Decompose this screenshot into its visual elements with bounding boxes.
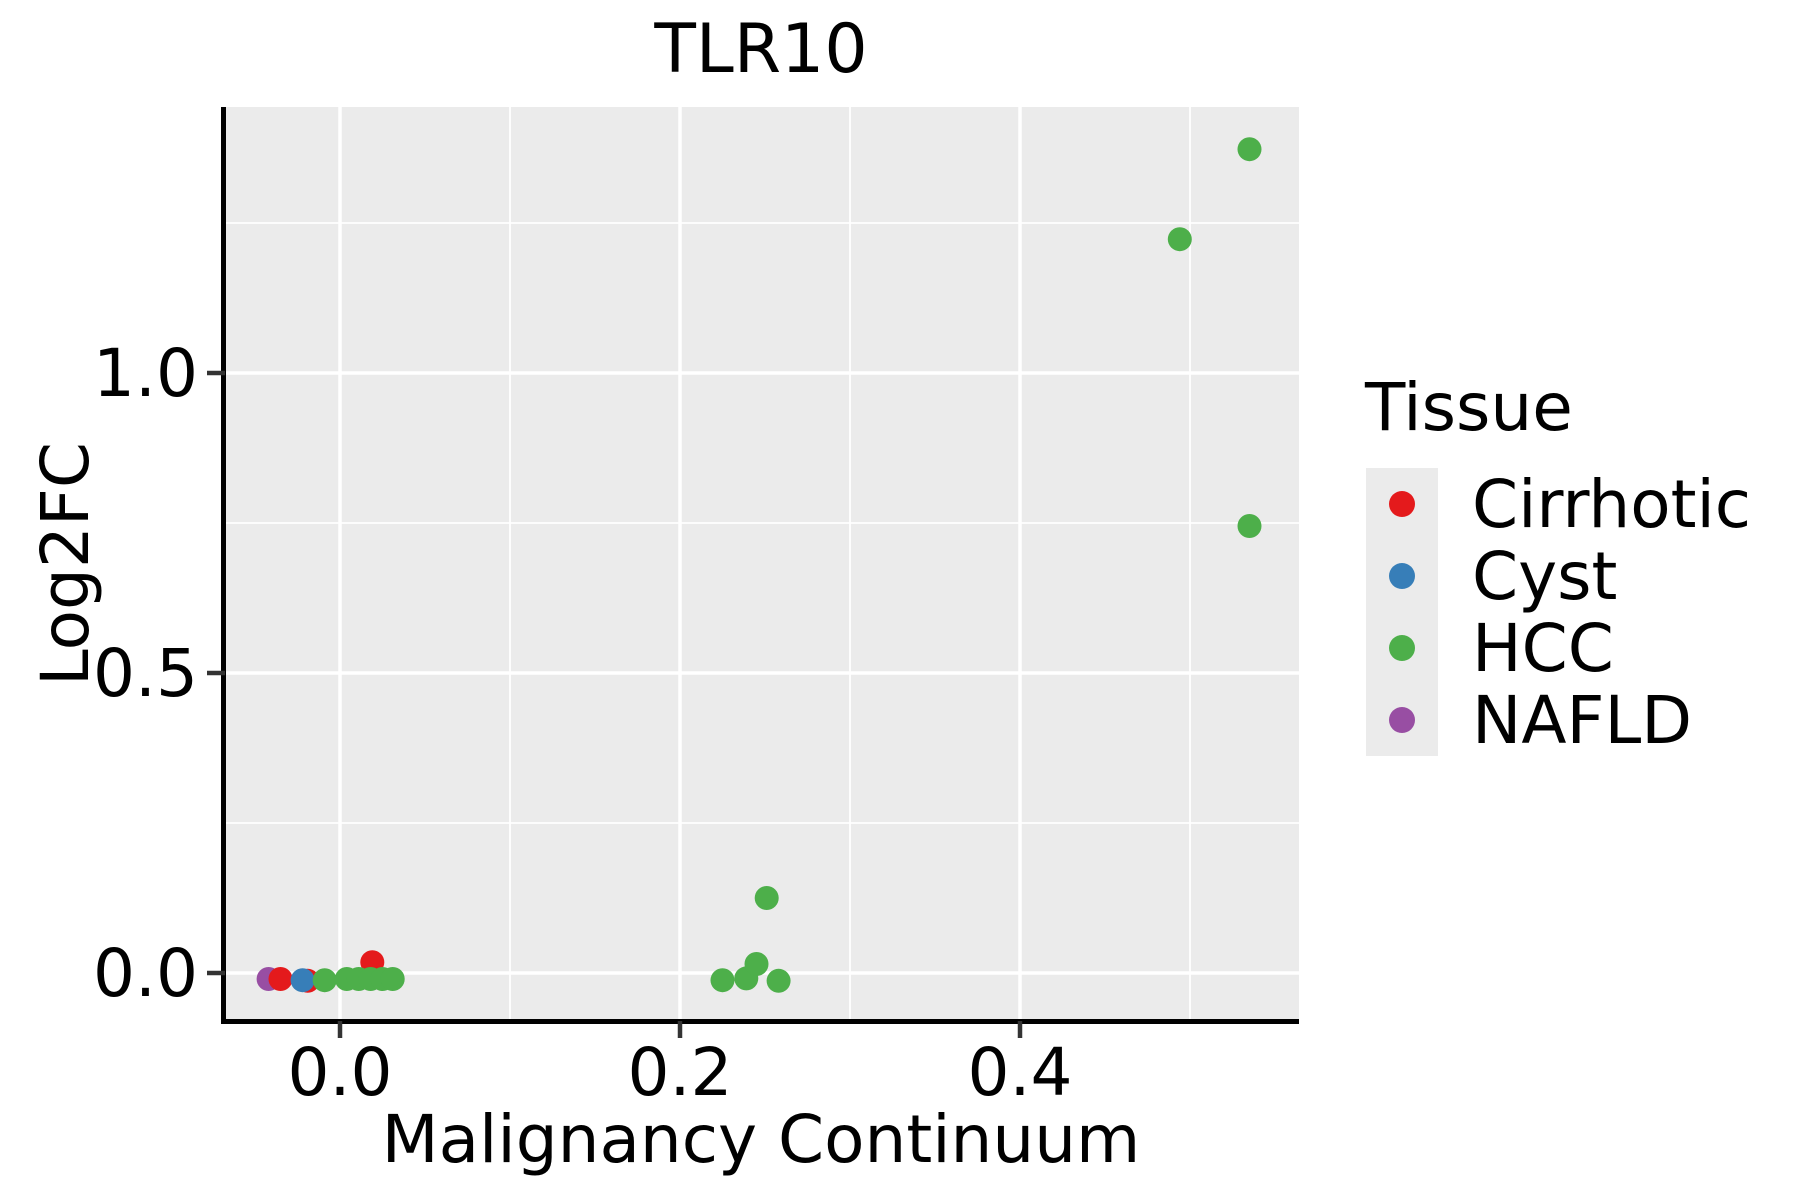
plot-panel [225, 107, 1299, 1021]
legend-swatch [1389, 491, 1415, 517]
y-axis-label: Log2FC [27, 442, 104, 686]
x-tick-label: 0.4 [968, 1034, 1073, 1111]
data-point-hcc [766, 968, 791, 993]
data-point-hcc [312, 968, 337, 993]
x-axis-label: Malignancy Continuum [382, 1101, 1141, 1178]
legend-item: Cyst [1366, 538, 1617, 615]
x-tick-label: 0.2 [628, 1034, 733, 1111]
y-tick-label: 1.0 [93, 335, 198, 412]
gridlines [225, 107, 1299, 1021]
legend-item: NAFLD [1366, 682, 1692, 759]
legend-title: Tissue [1364, 369, 1573, 446]
chart-title: TLR10 [653, 10, 867, 89]
data-points [256, 137, 1262, 993]
data-point-cirrhotic [268, 967, 293, 991]
legend-swatch [1389, 563, 1415, 589]
data-point-hcc [754, 886, 779, 910]
legend-label: HCC [1472, 610, 1614, 687]
data-point-hcc [380, 967, 405, 991]
x-axis-spine [221, 1019, 1299, 1024]
data-point-hcc [1237, 137, 1262, 162]
data-point-hcc [744, 952, 769, 976]
x-tick-label: 0.0 [288, 1034, 393, 1111]
y-axis-spine [221, 107, 226, 1024]
data-point-hcc [1237, 514, 1262, 538]
data-point-cyst [290, 968, 315, 993]
legend-label: NAFLD [1472, 682, 1692, 759]
legend-swatch [1389, 635, 1415, 661]
data-point-hcc [1167, 227, 1192, 252]
axis-tick-labels: 0.0 0.2 0.4 0.0 0.5 1.0 [93, 335, 1072, 1111]
axis-ticks [207, 370, 1023, 1038]
y-tick-label: 0.5 [93, 635, 198, 712]
data-point-hcc [710, 968, 735, 993]
legend-item: HCC [1366, 610, 1614, 687]
legend-swatch [1389, 707, 1415, 733]
legend-item: Cirrhotic [1366, 466, 1751, 543]
legend-label: Cirrhotic [1472, 466, 1751, 543]
y-tick-label: 0.0 [93, 935, 198, 1012]
legend-label: Cyst [1472, 538, 1617, 615]
